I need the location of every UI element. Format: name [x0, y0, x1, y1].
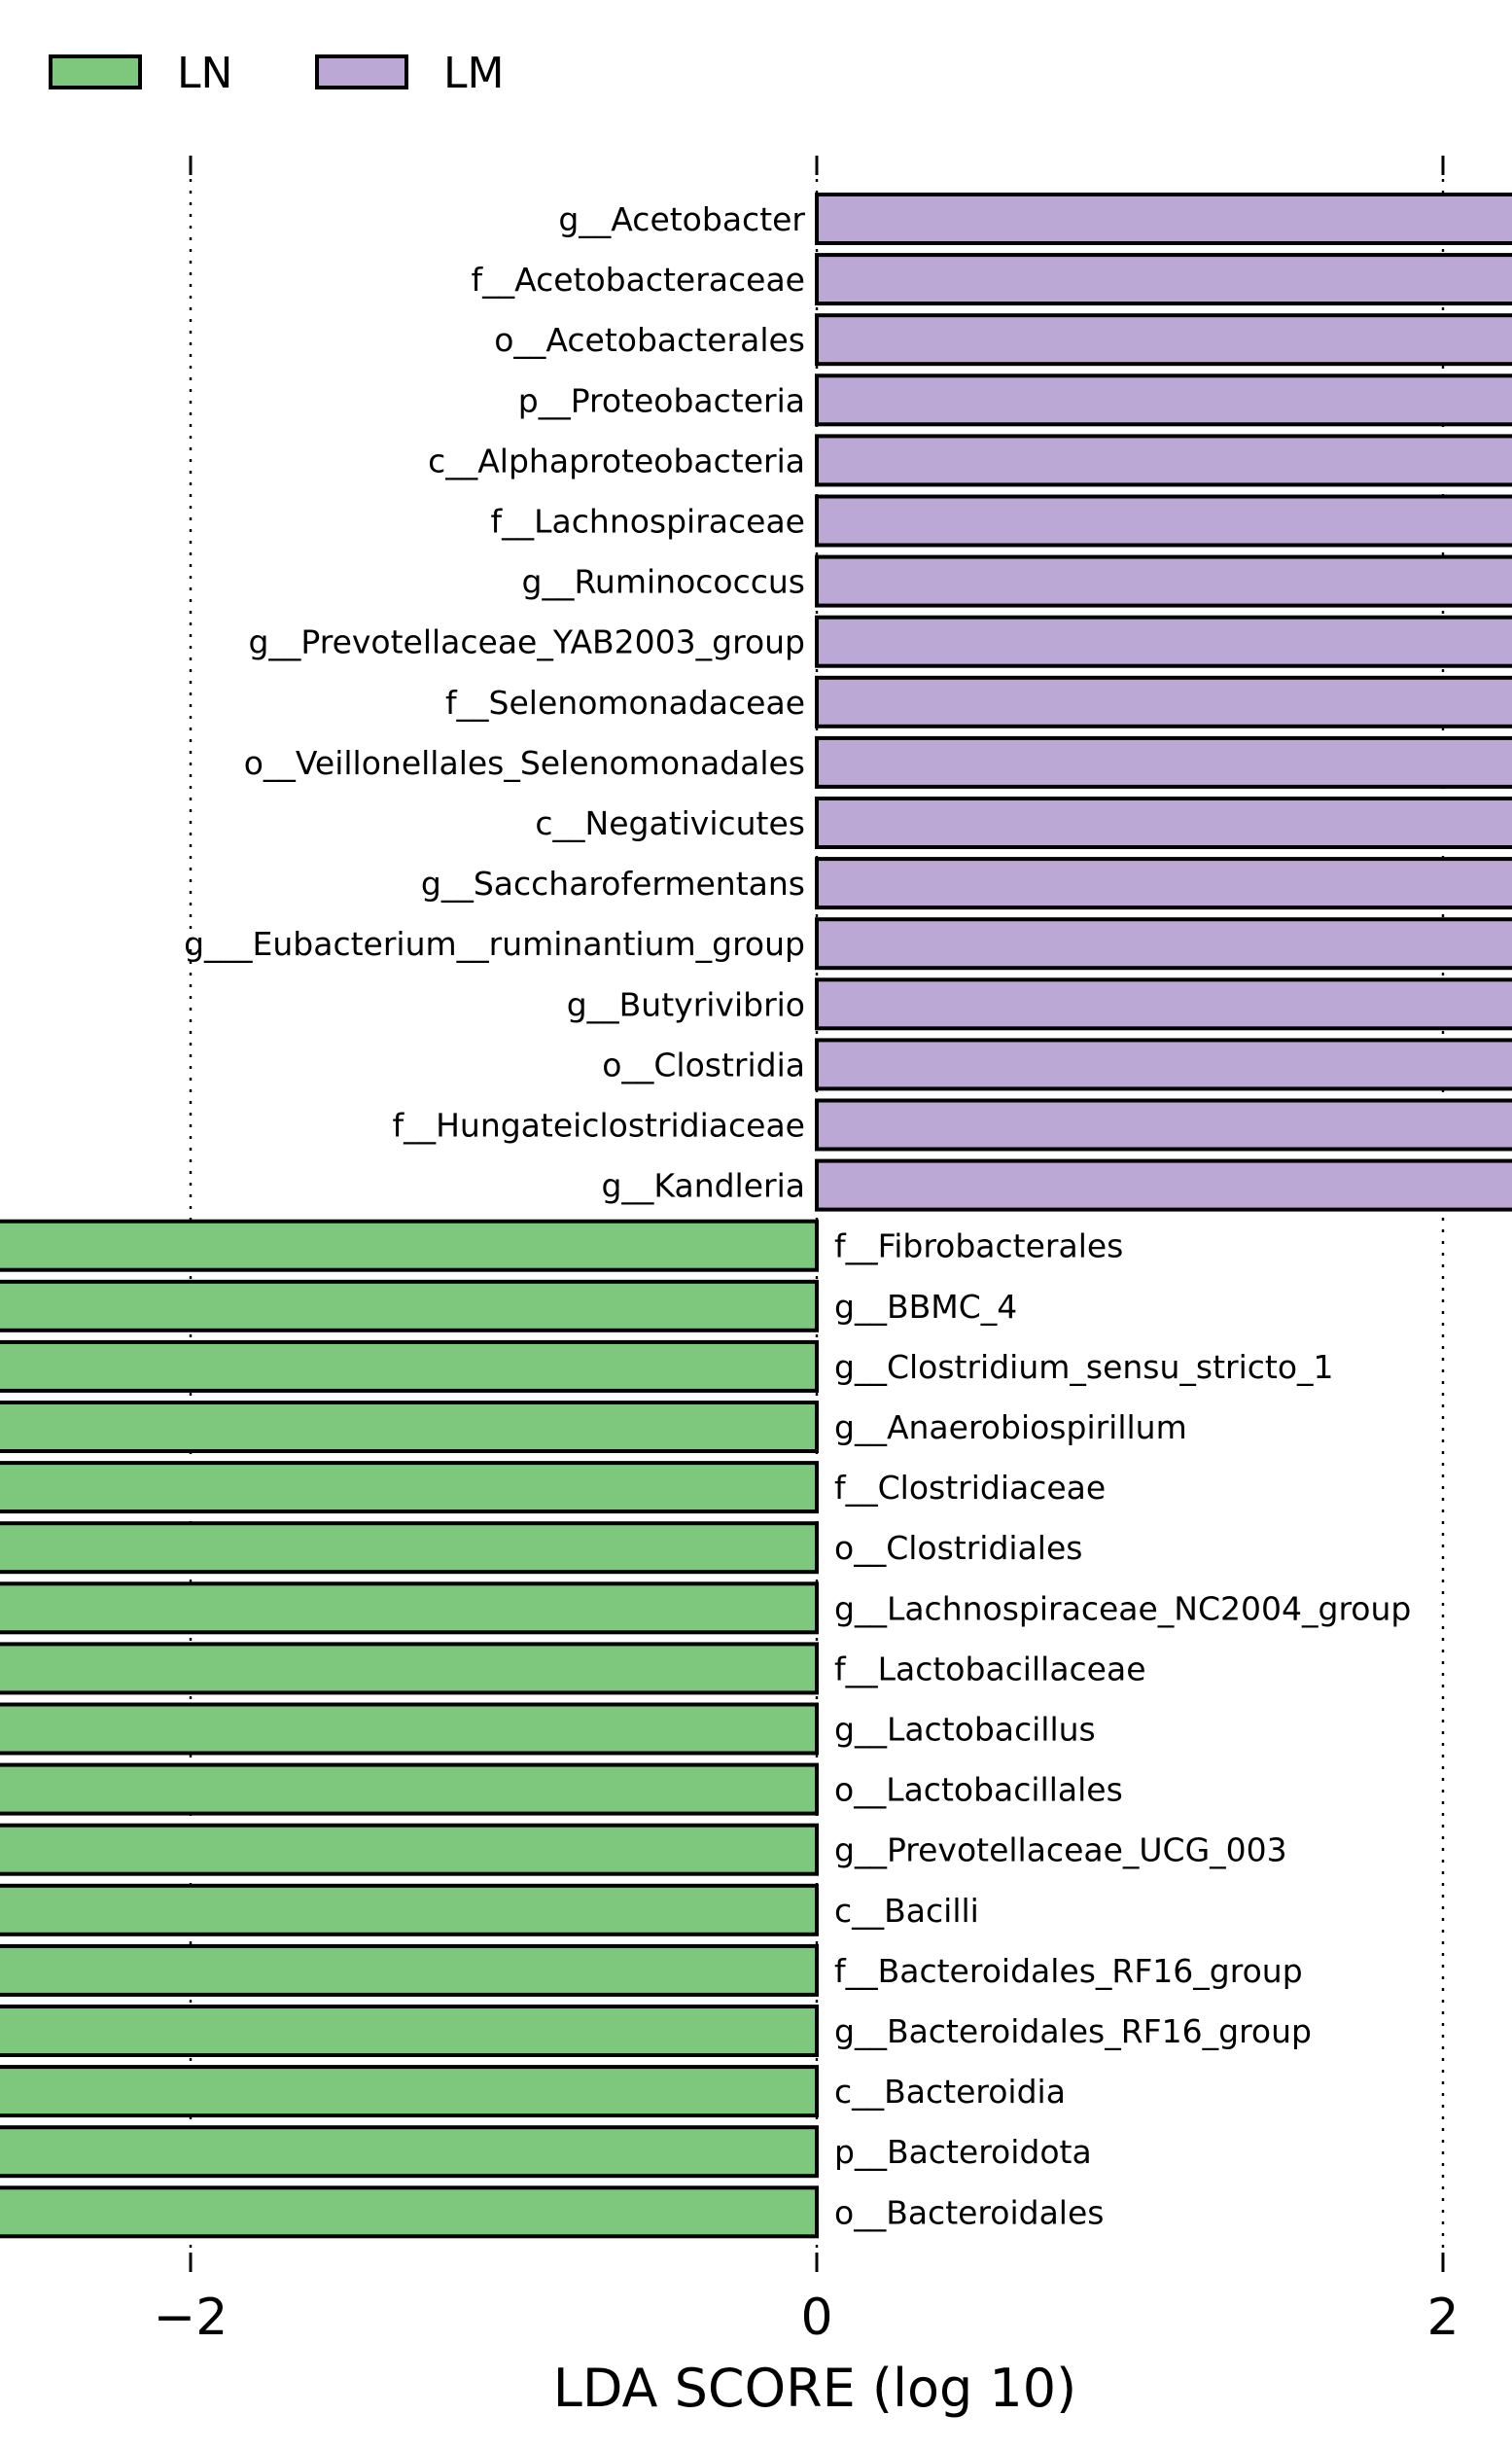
legend-swatch-lm	[315, 54, 408, 89]
bar-ln-16	[0, 2185, 819, 2239]
bar-ln-13	[0, 2005, 819, 2057]
bar-ln-14	[0, 2065, 819, 2118]
bar-ln-12	[0, 1943, 819, 1997]
bar-lm-16	[815, 1158, 1512, 1212]
bar-label-lm-3: p__Proteobacteria	[518, 381, 805, 419]
bar-label-lm-1: f__Acetobacteraceae	[471, 261, 805, 299]
bar-labels: g__Acetobacter f__Acetobacteraceae o__Acet…	[184, 200, 1411, 2231]
bars	[0, 193, 1512, 2239]
bar-label-ln-13: g__Bacteroidales_RF16_group	[834, 2012, 1312, 2050]
bar-label-ln-12: f__Bacteroidales_RF16_group	[834, 1952, 1303, 1990]
x-axis: −4−2024	[154, 156, 1459, 2347]
bar-lm-15	[815, 1098, 1512, 1152]
legend-label-ln: LN	[177, 49, 232, 98]
bar-label-lm-0: g__Acetobacter	[558, 200, 805, 238]
legend-swatch-ln	[49, 54, 142, 89]
bar-ln-6	[0, 1581, 820, 1635]
bar-lm-8	[815, 675, 1512, 728]
bar-label-lm-5: f__Lachnospiraceae	[491, 503, 805, 541]
bar-ln-0	[0, 1219, 819, 1272]
bar-ln-1	[0, 1279, 820, 1332]
bar-label-ln-10: g__Prevotellaceae_UCG_003	[834, 1831, 1287, 1869]
bar-label-ln-15: p__Bacteroidota	[834, 2133, 1092, 2171]
x-tick-label-2: 0	[800, 2289, 832, 2347]
bar-label-lm-2: o__Acetobacterales	[494, 321, 805, 359]
bar-label-lm-11: g__Saccharofermentans	[421, 865, 805, 903]
bar-ln-15	[0, 2125, 819, 2179]
bar-label-lm-8: f__Selenomonadaceae	[445, 684, 805, 722]
legend-label-lm: LM	[443, 49, 504, 98]
bar-label-ln-14: c__Bacteroidia	[834, 2073, 1066, 2111]
bar-label-lm-10: c__Negativicutes	[535, 804, 805, 842]
legend: LN LM	[49, 49, 504, 98]
bar-label-ln-8: g__Lactobacillus	[834, 1711, 1096, 1749]
bar-ln-7	[0, 1642, 819, 1695]
bar-label-lm-9: o__Veillonellales_Selenomonadales	[244, 744, 805, 782]
bar-label-ln-16: o__Bacteroidales	[834, 2193, 1104, 2231]
bar-lm-13	[815, 977, 1512, 1031]
bar-label-lm-14: o__Clostridia	[602, 1046, 805, 1083]
bar-ln-3	[0, 1401, 819, 1453]
bar-label-lm-13: g__Butyrivibrio	[567, 985, 805, 1023]
bar-ln-10	[0, 1823, 819, 1876]
bar-label-ln-2: g__Clostridium_sensu_stricto_1	[834, 1348, 1334, 1386]
x-axis-title: LDA SCORE (log 10)	[553, 2358, 1076, 2419]
bar-lm-9	[815, 735, 1512, 789]
bar-lm-2	[815, 313, 1512, 367]
bar-lm-6	[815, 554, 1512, 608]
bar-label-ln-5: o__Clostridiales	[834, 1529, 1082, 1567]
bar-label-lm-16: g__Kandleria	[601, 1167, 805, 1205]
bar-lm-1	[815, 253, 1512, 306]
bar-label-lm-7: g__Prevotellaceae_YAB2003_group	[248, 623, 805, 661]
bar-ln-4	[0, 1461, 819, 1514]
bar-ln-11	[0, 1883, 820, 1936]
bar-label-ln-6: g__Lachnospiraceae_NC2004_group	[834, 1589, 1411, 1627]
bar-label-lm-15: f__Hungateiclostridiaceae	[392, 1107, 805, 1145]
bar-ln-8	[0, 1702, 819, 1756]
bar-label-lm-4: c__Alphaproteobacteria	[428, 442, 805, 479]
bar-ln-5	[0, 1521, 819, 1575]
bar-ln-9	[0, 1762, 820, 1816]
bar-lm-10	[815, 797, 1512, 849]
bar-ln-2	[0, 1339, 820, 1393]
bar-lm-14	[815, 1038, 1512, 1091]
bar-label-lm-12: g___Eubacterium__ruminantium_group	[184, 925, 805, 963]
bar-label-ln-1: g__BBMC_4	[834, 1288, 1017, 1326]
bar-lm-4	[815, 434, 1512, 487]
bar-label-ln-11: c__Bacilli	[834, 1892, 979, 1930]
bar-lm-3	[815, 373, 1512, 427]
bar-lm-7	[815, 615, 1512, 668]
bar-label-ln-3: g__Anaerobiospirillum	[834, 1408, 1187, 1446]
x-tick-label-3: 2	[1426, 2289, 1459, 2347]
bar-label-ln-7: f__Lactobacillaceae	[834, 1650, 1146, 1687]
bar-lm-11	[815, 857, 1512, 910]
bar-label-ln-9: o__Lactobacillales	[834, 1771, 1123, 1809]
bar-lm-12	[815, 917, 1512, 971]
bar-label-lm-6: g__Ruminococcus	[522, 563, 805, 601]
bar-label-ln-0: f__Fibrobacterales	[834, 1227, 1123, 1265]
bar-label-ln-4: f__Clostridiaceae	[834, 1469, 1106, 1507]
bar-lm-0	[815, 193, 1512, 245]
x-tick-label-1: −2	[154, 2289, 229, 2347]
bar-lm-5	[815, 494, 1512, 548]
